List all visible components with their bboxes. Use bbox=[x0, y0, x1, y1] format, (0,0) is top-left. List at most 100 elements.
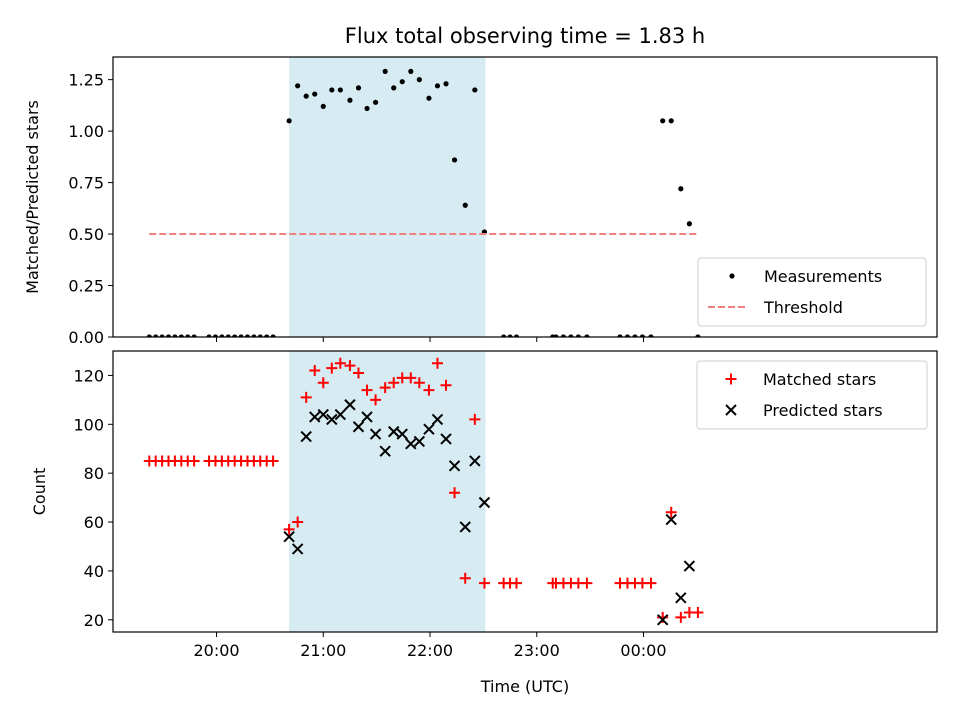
data-point bbox=[645, 577, 657, 589]
data-point bbox=[632, 334, 638, 337]
data-point bbox=[440, 433, 452, 445]
plot-area bbox=[143, 357, 704, 626]
highlight-band bbox=[289, 351, 486, 632]
data-point bbox=[244, 334, 251, 337]
data-point bbox=[361, 411, 373, 423]
series-matched-stars bbox=[143, 357, 704, 623]
data-point bbox=[320, 103, 326, 110]
data-point bbox=[584, 334, 590, 337]
data-point bbox=[581, 577, 593, 589]
legend-swatch bbox=[725, 404, 737, 416]
top-panel-ratio: 0.00 0.25 0.50 0.75 1.00 1.25 Matched/Predicte… bbox=[23, 56, 938, 347]
data-point bbox=[416, 77, 422, 83]
data-point bbox=[675, 592, 687, 604]
data-point bbox=[405, 372, 417, 384]
data-point bbox=[317, 408, 329, 421]
data-point bbox=[364, 105, 370, 112]
data-point bbox=[469, 413, 481, 425]
data-point bbox=[270, 334, 276, 337]
data-point bbox=[560, 334, 567, 337]
data-point bbox=[413, 377, 425, 389]
data-point bbox=[300, 430, 312, 443]
data-point bbox=[219, 334, 225, 337]
chart-title: Flux total observing time = 1.83 h bbox=[345, 24, 705, 48]
axes-frame bbox=[112, 350, 938, 633]
data-point bbox=[352, 367, 364, 379]
data-point bbox=[355, 85, 362, 91]
data-point bbox=[352, 421, 365, 433]
axes-frame bbox=[112, 56, 938, 338]
data-point bbox=[665, 513, 677, 526]
data-point bbox=[448, 460, 461, 472]
data-point bbox=[300, 391, 312, 403]
y-tick-label: 40 bbox=[84, 562, 104, 581]
data-point bbox=[478, 577, 490, 589]
data-point bbox=[451, 157, 458, 163]
data-point bbox=[344, 399, 356, 411]
data-point bbox=[326, 413, 338, 426]
data-point bbox=[172, 334, 178, 337]
data-point bbox=[478, 496, 491, 509]
data-point bbox=[382, 68, 388, 75]
data-point bbox=[678, 186, 684, 192]
data-point bbox=[507, 334, 513, 337]
data-point bbox=[413, 435, 426, 448]
data-point bbox=[372, 99, 379, 105]
data-point bbox=[370, 394, 382, 406]
legend: Measurements Threshold bbox=[697, 257, 927, 327]
data-point bbox=[443, 81, 449, 87]
x-tick-label: 20:00 bbox=[193, 641, 239, 660]
data-point bbox=[617, 334, 623, 337]
data-point bbox=[379, 382, 391, 394]
data-point bbox=[334, 408, 347, 421]
data-point bbox=[388, 377, 400, 389]
data-point bbox=[575, 334, 581, 337]
data-point bbox=[188, 455, 200, 467]
bottom-panel-count: 20 40 60 80 100 120 20:00 21:00 22:00 23:00 00:00 C… bbox=[30, 350, 938, 660]
data-point bbox=[405, 438, 417, 450]
data-point bbox=[624, 334, 631, 337]
data-point bbox=[459, 521, 471, 533]
data-point bbox=[391, 85, 397, 91]
data-point bbox=[225, 334, 231, 337]
data-point bbox=[153, 334, 159, 337]
data-point bbox=[283, 530, 295, 543]
data-point bbox=[165, 334, 172, 337]
data-point bbox=[510, 577, 522, 589]
legend-label: Threshold bbox=[763, 298, 843, 317]
data-point bbox=[660, 118, 666, 124]
data-point bbox=[251, 334, 257, 337]
y-tick-label: 80 bbox=[84, 464, 104, 483]
x-tick-label: 21:00 bbox=[300, 641, 346, 660]
data-point bbox=[295, 83, 301, 89]
y-tick-label: 20 bbox=[84, 611, 104, 630]
data-point bbox=[423, 423, 435, 435]
y-axis-label: Matched/Predicted stars bbox=[23, 100, 42, 294]
data-point bbox=[434, 83, 441, 89]
data-point bbox=[501, 334, 507, 337]
data-point bbox=[426, 95, 432, 101]
data-point bbox=[379, 445, 391, 457]
legend-label: Predicted stars bbox=[763, 401, 883, 420]
data-point bbox=[369, 428, 382, 440]
data-point bbox=[264, 334, 270, 337]
data-point bbox=[334, 357, 346, 369]
x-tick-label: 00:00 bbox=[620, 641, 666, 660]
data-point bbox=[665, 506, 677, 518]
data-point bbox=[185, 334, 191, 337]
data-point bbox=[212, 334, 219, 337]
data-point bbox=[283, 523, 295, 535]
data-point bbox=[683, 560, 696, 572]
legend-swatch bbox=[729, 273, 735, 279]
data-point bbox=[399, 79, 405, 85]
data-point bbox=[553, 334, 559, 337]
data-point bbox=[469, 455, 481, 467]
data-point bbox=[656, 614, 669, 626]
data-point bbox=[146, 334, 152, 337]
data-point bbox=[648, 334, 654, 337]
data-point bbox=[513, 334, 520, 337]
y-tick-label: 0.00 bbox=[68, 328, 104, 347]
data-point bbox=[309, 411, 321, 423]
data-point bbox=[431, 413, 444, 426]
data-point bbox=[329, 87, 335, 93]
